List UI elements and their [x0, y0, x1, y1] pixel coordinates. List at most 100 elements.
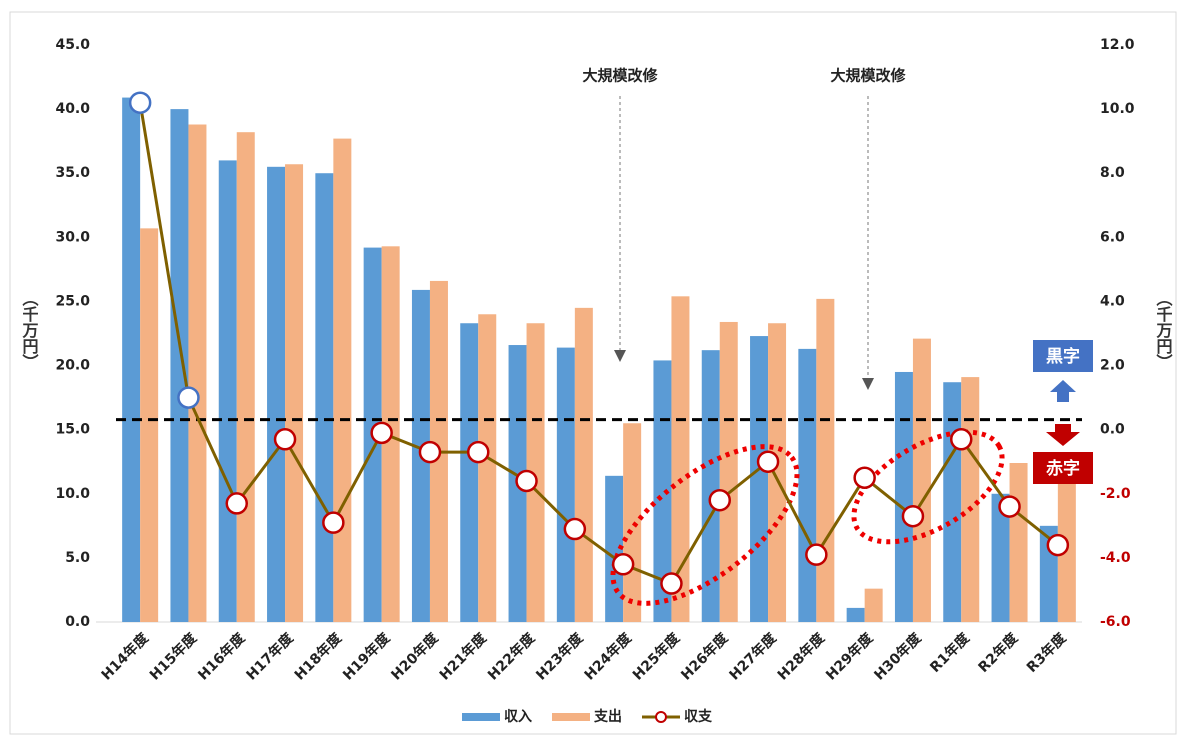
bar	[460, 323, 479, 622]
y2-tick-label: 0.0	[1100, 422, 1125, 438]
bar	[478, 314, 497, 622]
marker	[660, 572, 683, 595]
y2-tick-label: 4.0	[1100, 293, 1125, 309]
y-tick-label: 40.0	[55, 101, 90, 117]
marker	[515, 469, 538, 493]
y2-tick-label: 6.0	[1100, 229, 1125, 245]
y-tick-label: 35.0	[55, 165, 90, 181]
marker	[418, 440, 442, 464]
x-tick-label: H19年度	[339, 629, 394, 684]
marker	[950, 428, 973, 451]
bar	[991, 493, 1010, 622]
x-tick-label: H28年度	[774, 629, 829, 684]
y-tick-label: 0.0	[65, 614, 90, 630]
bar	[719, 321, 738, 622]
legend-label: 収支	[684, 708, 713, 725]
bar	[236, 132, 255, 623]
bar	[701, 350, 720, 622]
bar	[333, 138, 352, 622]
y-tick-label: 45.0	[55, 37, 90, 53]
y2-tick-label: 8.0	[1100, 165, 1125, 181]
deficit-box	[1033, 452, 1093, 484]
marker	[708, 488, 731, 512]
bar	[912, 338, 931, 622]
x-tick-label: H20年度	[388, 629, 443, 684]
highlight	[851, 429, 1005, 545]
bar	[623, 423, 642, 622]
y2-tick-label: -4.0	[1100, 550, 1131, 566]
x-tick-label: H23年度	[533, 629, 588, 684]
bar	[605, 475, 624, 622]
bar	[218, 160, 237, 622]
legend-label: 支出	[593, 708, 622, 725]
y2-tick-label: -2.0	[1100, 486, 1131, 502]
bar	[574, 307, 593, 622]
bar	[188, 124, 207, 623]
bar	[768, 323, 787, 622]
y-tick-label: 25.0	[55, 293, 90, 309]
annotation: 大規模改修	[830, 67, 906, 85]
y2-tick-label: -6.0	[1100, 614, 1131, 630]
bar	[864, 588, 883, 622]
bar	[122, 97, 141, 623]
axis-title: （千万円）	[20, 290, 40, 370]
deficit-label: 赤字	[1046, 458, 1080, 479]
bar	[671, 296, 690, 622]
highlight	[610, 444, 800, 606]
marker	[273, 428, 297, 451]
marker	[177, 386, 200, 409]
marker	[1046, 533, 1070, 557]
y-tick-label: 10.0	[55, 486, 90, 502]
bar	[846, 607, 865, 622]
marker	[611, 553, 635, 576]
marker	[805, 543, 828, 566]
bar	[1009, 463, 1028, 622]
bar	[961, 377, 980, 622]
annotation: 大規模改修	[582, 67, 658, 85]
deficit-arrow	[1046, 424, 1080, 446]
legend-swatch	[462, 713, 500, 721]
y2-tick-label: 2.0	[1100, 358, 1125, 374]
surplus-box	[1033, 340, 1093, 372]
x-tick-label: R2年度	[975, 629, 1022, 676]
bar	[653, 360, 672, 622]
surplus-arrow	[1050, 380, 1076, 402]
axis-title: （千万円）	[1154, 290, 1174, 370]
legend-swatch	[552, 713, 590, 721]
legend-label: 収入	[504, 708, 532, 725]
bar	[315, 173, 334, 622]
x-tick-label: H30年度	[871, 629, 926, 684]
bar	[267, 166, 286, 623]
y2-tick-label: 10.0	[1100, 101, 1135, 117]
x-tick-label: R3年度	[1023, 629, 1070, 676]
marker	[901, 504, 925, 528]
x-tick-label: H26年度	[678, 629, 733, 684]
x-tick-label: H14年度	[98, 629, 153, 684]
y2-tick-label: 12.0	[1100, 37, 1135, 53]
bar	[526, 323, 545, 622]
x-tick-label: R1年度	[927, 629, 974, 676]
arrow-head	[862, 378, 874, 390]
bar	[894, 371, 913, 622]
marker	[128, 91, 152, 114]
bar	[170, 109, 189, 623]
y-tick-label: 5.0	[65, 550, 90, 566]
marker	[467, 440, 490, 464]
x-tick-label: H15年度	[146, 629, 201, 684]
bar	[816, 298, 835, 622]
bar	[285, 164, 304, 622]
x-tick-label: H27年度	[726, 629, 781, 684]
y-tick-label: 30.0	[55, 229, 90, 245]
bar	[556, 347, 575, 622]
x-tick-label: H22年度	[484, 629, 539, 684]
bar	[750, 336, 769, 622]
x-tick-label: H24年度	[581, 629, 636, 684]
marker	[853, 466, 876, 489]
marker	[998, 495, 1021, 518]
x-tick-label: H18年度	[291, 629, 346, 684]
x-tick-label: H16年度	[195, 629, 250, 684]
legend-swatch	[655, 711, 667, 723]
bar	[798, 348, 817, 622]
marker	[756, 450, 780, 473]
